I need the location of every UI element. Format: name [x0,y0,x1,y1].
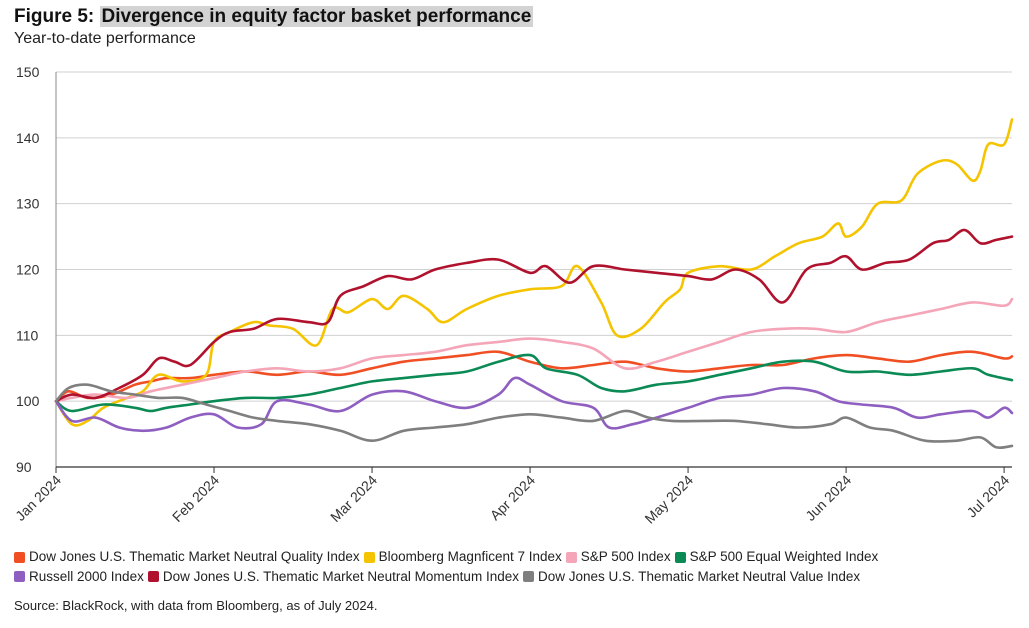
y-tick-label: 130 [16,196,40,212]
legend-label: S&P 500 Equal Weighted Index [689,549,879,564]
legend-item-5: Dow Jones U.S. Thematic Market Neutral M… [147,568,519,586]
chart-legend: Dow Jones U.S. Thematic Market Neutral Q… [14,548,1014,587]
title-prefix: Figure 5: [14,6,100,27]
legend-item-1: Bloomberg Magnficent 7 Index [363,548,562,566]
legend-swatch [147,571,159,582]
series-line-6 [54,383,1014,450]
series-line-4 [54,376,1014,433]
y-tick-label: 140 [16,130,40,146]
legend-item-4: Russell 2000 Index [14,568,144,586]
series-line-3 [54,353,1014,413]
legend-label: Dow Jones U.S. Thematic Market Neutral V… [537,568,861,584]
title-highlight: Divergence in equity factor basket perfo… [99,6,534,27]
x-tick-label: May 2024 [641,472,696,527]
legend-item-3: S&P 500 Equal Weighted Index [674,548,879,566]
legend-swatch [363,551,375,563]
y-tick-label: 120 [16,262,40,278]
legend-swatch [674,551,686,563]
legend-label: Russell 2000 Index [29,568,144,584]
series-line-5 [54,228,1014,403]
legend-label: S&P 500 Index [580,549,671,564]
x-tick-label: Jan 2024 [12,472,64,524]
source-note: Source: BlackRock, with data from Bloomb… [14,598,378,613]
x-tick-label: Jun 2024 [802,472,854,524]
legend-label: Bloomberg Magnficent 7 Index [378,549,562,564]
legend-swatch [565,551,577,563]
series-line-0 [54,350,1014,403]
y-tick-label: 150 [16,64,40,80]
legend-item-0: Dow Jones U.S. Thematic Market Neutral Q… [14,548,360,566]
y-tick-label: 90 [16,459,32,475]
legend-label: Dow Jones U.S. Thematic Market Neutral Q… [29,549,360,564]
series-line-1 [54,118,1014,427]
y-tick-label: 100 [16,393,40,409]
chart-title: Figure 5: Divergence in equity factor ba… [14,6,534,28]
series-line-2 [54,297,1014,403]
line-chart: 90 100 110 120 130 140 150 Jan 2024 Feb 2024 Mar … [12,64,1014,527]
chart-subtitle: Year-to-date performance [14,30,196,47]
legend-swatch [14,571,25,582]
legend-swatch [522,571,534,582]
x-tick-label: Feb 2024 [169,472,222,525]
x-tick-label: Mar 2024 [327,472,380,525]
x-tick-label: Apr 2024 [487,472,539,524]
legend-item-6: Dow Jones U.S. Thematic Market Neutral V… [522,568,861,586]
legend-swatch [14,551,25,563]
y-tick-label: 110 [16,327,39,343]
legend-item-2: S&P 500 Index [565,548,671,566]
x-tick-label: Jul 2024 [963,472,1012,521]
legend-label: Dow Jones U.S. Thematic Market Neutral M… [162,568,519,584]
